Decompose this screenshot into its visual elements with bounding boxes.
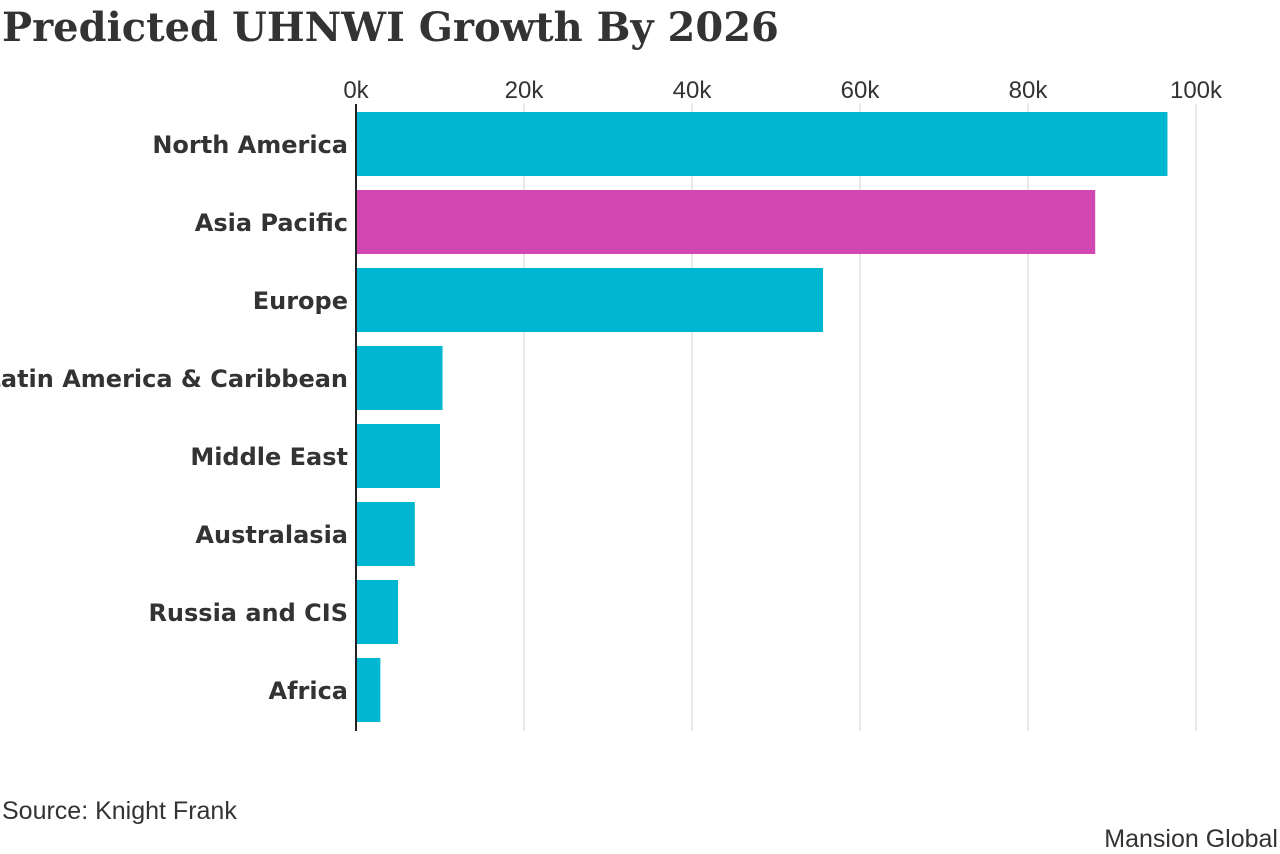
category-label-latin-america-caribbean: Latin America & Caribbean: [0, 365, 348, 393]
source-note: Source: Knight Frank: [2, 797, 237, 825]
bar-asia-pacific: [356, 190, 1096, 254]
bar-north-america: [356, 112, 1168, 176]
bar-latin-america-caribbean: [356, 346, 443, 410]
category-label-australasia: Australasia: [195, 521, 348, 549]
bar-africa: [356, 658, 381, 722]
publisher-credit: Mansion Global: [1104, 825, 1278, 853]
bar-russia-and-cis: [356, 580, 398, 644]
x-tick-label-40k: 40k: [673, 77, 713, 104]
category-label-north-america: North America: [152, 131, 348, 159]
bar-europe: [356, 268, 824, 332]
x-tick-label-80k: 80k: [1009, 77, 1049, 104]
x-tick-label-20k: 20k: [505, 77, 545, 104]
x-tick-label-60k: 60k: [841, 77, 881, 104]
x-tick-label-100k: 100k: [1170, 77, 1223, 104]
category-label-middle-east: Middle East: [190, 443, 348, 471]
x-tick-label-0k: 0k: [343, 77, 369, 104]
chart-title: Predicted UHNWI Growth By 2026: [2, 4, 779, 51]
category-label-russia-and-cis: Russia and CIS: [148, 599, 348, 627]
category-label-europe: Europe: [253, 287, 348, 315]
bar-middle-east: [356, 424, 440, 488]
bar-australasia: [356, 502, 415, 566]
category-label-asia-pacific: Asia Pacific: [195, 209, 348, 237]
category-label-africa: Africa: [269, 677, 349, 705]
